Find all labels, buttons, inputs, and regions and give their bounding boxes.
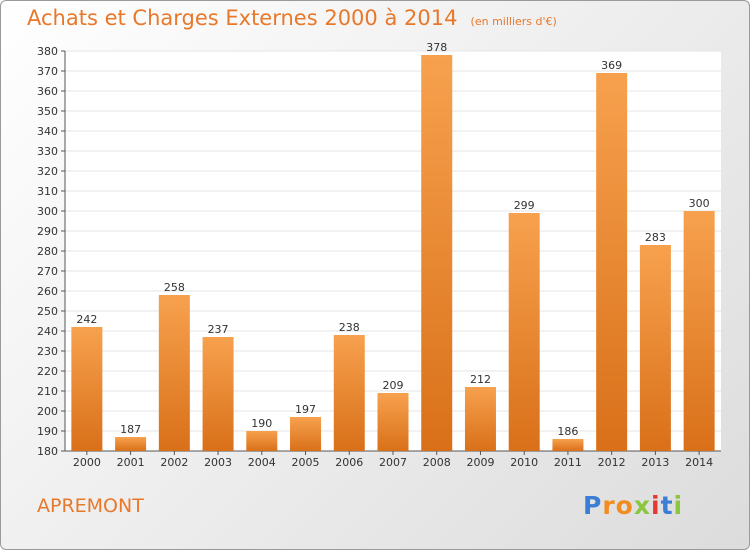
bar: [596, 73, 628, 451]
bar: [464, 387, 496, 451]
x-tick-label: 2003: [204, 456, 232, 469]
data-label: 299: [514, 199, 535, 212]
y-tick-label: 370: [37, 65, 58, 78]
bar: [683, 211, 715, 451]
y-tick-label: 330: [37, 145, 58, 158]
y-tick-label: 320: [37, 165, 58, 178]
bar: [421, 55, 453, 451]
bar: [71, 327, 103, 451]
bar: [115, 437, 147, 451]
y-tick-label: 200: [37, 405, 58, 418]
x-tick-label: 2009: [466, 456, 494, 469]
y-tick-label: 220: [37, 365, 58, 378]
y-tick-label: 340: [37, 125, 58, 138]
logo-letter: P: [583, 491, 603, 520]
logo-letter: t: [660, 491, 674, 520]
data-label: 369: [601, 59, 622, 72]
commune-name: APREMONT: [37, 495, 144, 517]
y-tick-label: 280: [37, 245, 58, 258]
x-tick-label: 2008: [423, 456, 451, 469]
data-label: 186: [557, 425, 578, 438]
logo-letter: r: [602, 491, 616, 520]
bar: [639, 245, 671, 451]
y-tick-label: 250: [37, 305, 58, 318]
x-tick-label: 2002: [160, 456, 188, 469]
data-label: 242: [76, 313, 97, 326]
data-label: 197: [295, 403, 316, 416]
logo-letter: i: [673, 491, 684, 520]
data-label: 209: [383, 379, 404, 392]
bar: [246, 431, 278, 451]
x-tick-label: 2007: [379, 456, 407, 469]
data-label: 187: [120, 423, 141, 436]
proxiti-logo: Proxiti: [583, 491, 683, 520]
chart-title-text: Achats et Charges Externes 2000 à 2014: [27, 6, 458, 30]
data-label: 238: [339, 321, 360, 334]
y-tick-label: 190: [37, 425, 58, 438]
y-tick-label: 270: [37, 265, 58, 278]
data-label: 300: [689, 197, 710, 210]
x-tick-label: 2013: [641, 456, 669, 469]
x-tick-label: 2010: [510, 456, 538, 469]
unit-note: (en milliers d'€): [470, 15, 557, 28]
x-tick-label: 2011: [554, 456, 582, 469]
chart-title: Achats et Charges Externes 2000 à 2014 (…: [27, 6, 557, 30]
bar: [377, 393, 409, 451]
bar: [333, 335, 365, 451]
data-label: 190: [251, 417, 272, 430]
x-tick-label: 2000: [73, 456, 101, 469]
x-tick-label: 2004: [248, 456, 276, 469]
y-tick-label: 360: [37, 85, 58, 98]
x-tick-label: 2006: [335, 456, 363, 469]
y-tick-label: 260: [37, 285, 58, 298]
data-label: 237: [208, 323, 229, 336]
y-tick-label: 310: [37, 185, 58, 198]
logo-letter: o: [615, 491, 634, 520]
y-tick-label: 240: [37, 325, 58, 338]
bar: [158, 295, 190, 451]
data-label: 283: [645, 231, 666, 244]
bar: [290, 417, 322, 451]
logo-letter: i: [651, 491, 661, 520]
bar: [508, 213, 540, 451]
y-tick-label: 230: [37, 345, 58, 358]
data-label: 258: [164, 281, 185, 294]
x-tick-label: 2014: [685, 456, 713, 469]
y-tick-label: 380: [37, 45, 58, 58]
y-tick-label: 210: [37, 385, 58, 398]
y-tick-label: 350: [37, 105, 58, 118]
x-tick-label: 2012: [598, 456, 626, 469]
data-label: 212: [470, 373, 491, 386]
y-tick-label: 180: [37, 445, 58, 458]
y-tick-label: 300: [37, 205, 58, 218]
bar: [552, 439, 584, 451]
data-label: 378: [426, 41, 447, 54]
x-tick-label: 2005: [292, 456, 320, 469]
bar: [202, 337, 234, 451]
logo-letter: x: [633, 491, 651, 520]
y-tick-label: 290: [37, 225, 58, 238]
x-tick-label: 2001: [117, 456, 145, 469]
